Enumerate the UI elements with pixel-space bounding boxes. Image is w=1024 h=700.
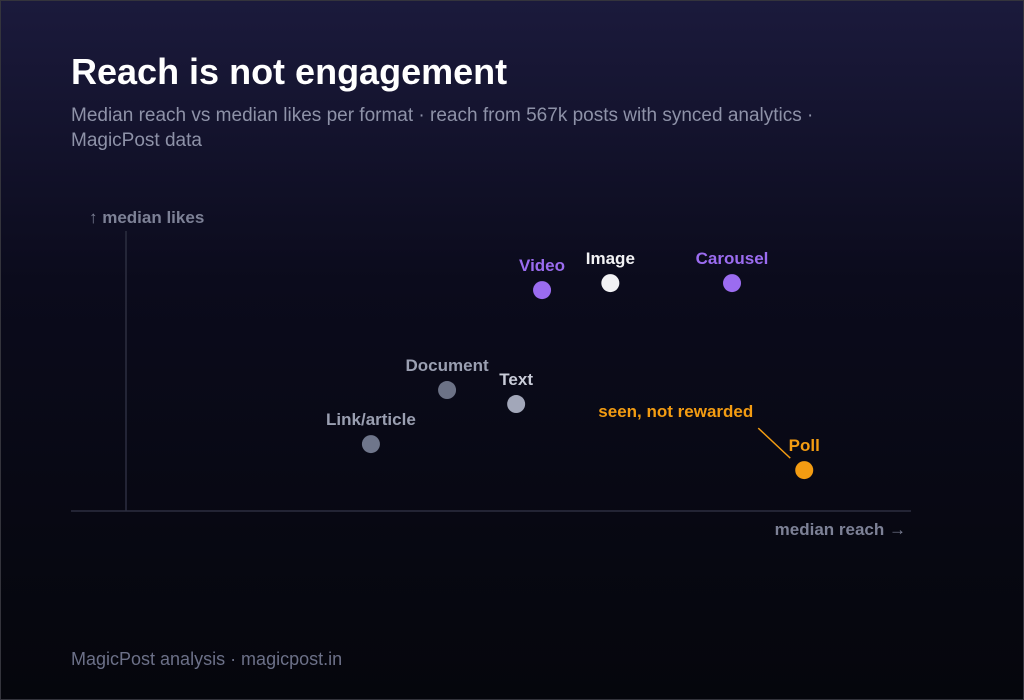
footer: MagicPost analysis · magicpost.in	[71, 649, 343, 669]
point	[533, 281, 552, 300]
point-label: Video	[519, 256, 565, 275]
x-axis-label: median reach →	[775, 520, 906, 539]
point-label: Image	[586, 249, 635, 268]
annotation: seen, not rewarded	[598, 402, 753, 421]
point-label: Text	[499, 370, 533, 389]
point-label: Link/article	[326, 410, 416, 429]
point	[361, 435, 380, 454]
chart-subtitle: Median reach vs median likes per format …	[71, 105, 814, 151]
point-label: Carousel	[696, 249, 769, 268]
point	[507, 395, 526, 414]
y-axis-label: ↑ median likes	[89, 208, 204, 227]
point	[601, 274, 620, 293]
point-label: Document	[406, 356, 489, 375]
point	[438, 381, 457, 400]
point-label: Poll	[789, 436, 820, 455]
point	[795, 461, 814, 480]
annotation-leader	[757, 427, 791, 459]
point	[723, 274, 742, 293]
chart-title: Reach is not engagement	[71, 51, 508, 92]
